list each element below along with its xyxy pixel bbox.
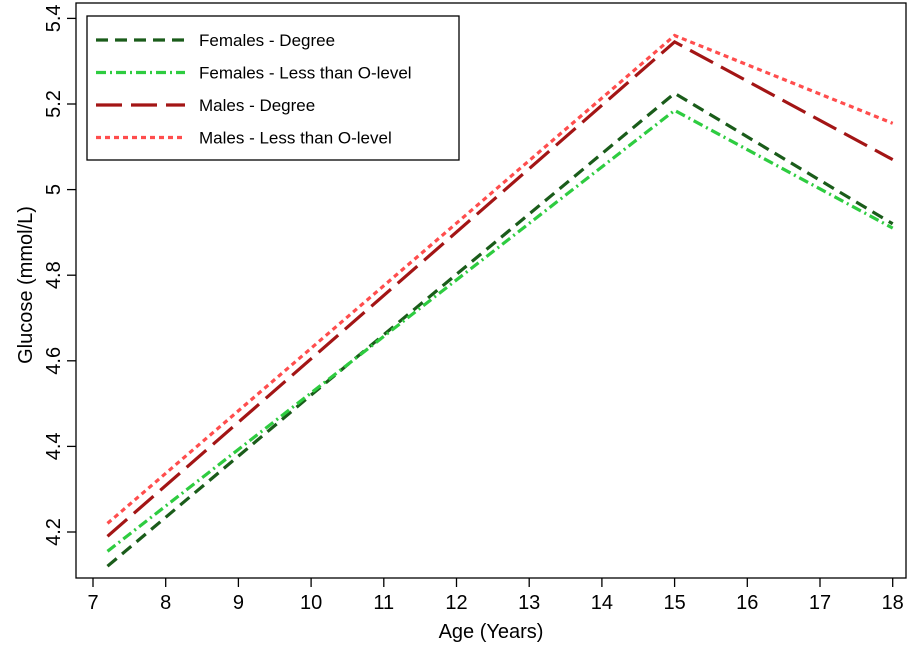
y-tick-label: 4.6 [43, 347, 65, 375]
x-tick-label: 8 [160, 592, 171, 614]
series-line-3 [106, 39, 894, 538]
x-tick-label: 12 [445, 592, 467, 614]
y-tick-label: 4.2 [43, 518, 65, 546]
x-axis-label: Age (Years) [439, 621, 544, 643]
x-tick-label: 18 [882, 592, 904, 614]
x-tick-label: 11 [373, 592, 394, 614]
x-tick-label: 14 [591, 592, 613, 614]
x-tick-label: 10 [300, 592, 322, 614]
y-tick-label: 4.4 [43, 432, 65, 460]
legend-label: Females - Degree [199, 31, 335, 50]
y-tick-label: 5 [43, 184, 65, 195]
series-line-2 [106, 108, 894, 553]
legend-label: Females - Less than O-level [199, 64, 412, 83]
plot-frame [75, 2, 907, 579]
series-line-1 [106, 91, 894, 568]
legend-label: Males - Degree [199, 96, 315, 115]
legend-box [86, 15, 460, 161]
y-tick-label: 5.4 [43, 4, 65, 32]
x-tick-label: 9 [233, 592, 244, 614]
series-line-4 [106, 33, 894, 525]
series-layer [106, 33, 894, 568]
legend: Females - Degree Females - Less than O-le… [86, 15, 460, 161]
x-tick-label: 13 [518, 592, 540, 614]
y-axis-label: Glucose (mmol/L) [15, 206, 37, 364]
x-tick-label: 15 [663, 592, 685, 614]
y-tick-label: 4.8 [43, 261, 65, 289]
legend-label: Males - Less than O-level [199, 129, 392, 148]
x-tick-label: 7 [87, 592, 98, 614]
x-tick-label: 17 [809, 592, 831, 614]
axes: 7 8 9 10 11 12 13 14 15 16 17 18 4.2 4.4 4.6 4.8 5 5.2 5.4 [43, 2, 907, 614]
x-tick-label: 16 [736, 592, 758, 614]
y-tick-label: 5.2 [43, 90, 65, 118]
